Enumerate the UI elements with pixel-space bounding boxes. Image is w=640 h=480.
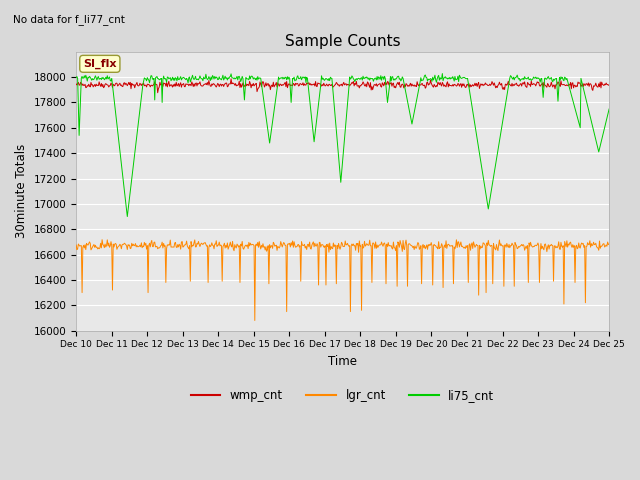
X-axis label: Time: Time [328, 355, 357, 368]
Text: SI_flx: SI_flx [83, 59, 116, 69]
Title: Sample Counts: Sample Counts [285, 34, 401, 49]
Legend: wmp_cnt, lgr_cnt, li75_cnt: wmp_cnt, lgr_cnt, li75_cnt [186, 384, 499, 407]
Text: No data for f_li77_cnt: No data for f_li77_cnt [13, 14, 125, 25]
Y-axis label: 30minute Totals: 30minute Totals [15, 144, 28, 238]
